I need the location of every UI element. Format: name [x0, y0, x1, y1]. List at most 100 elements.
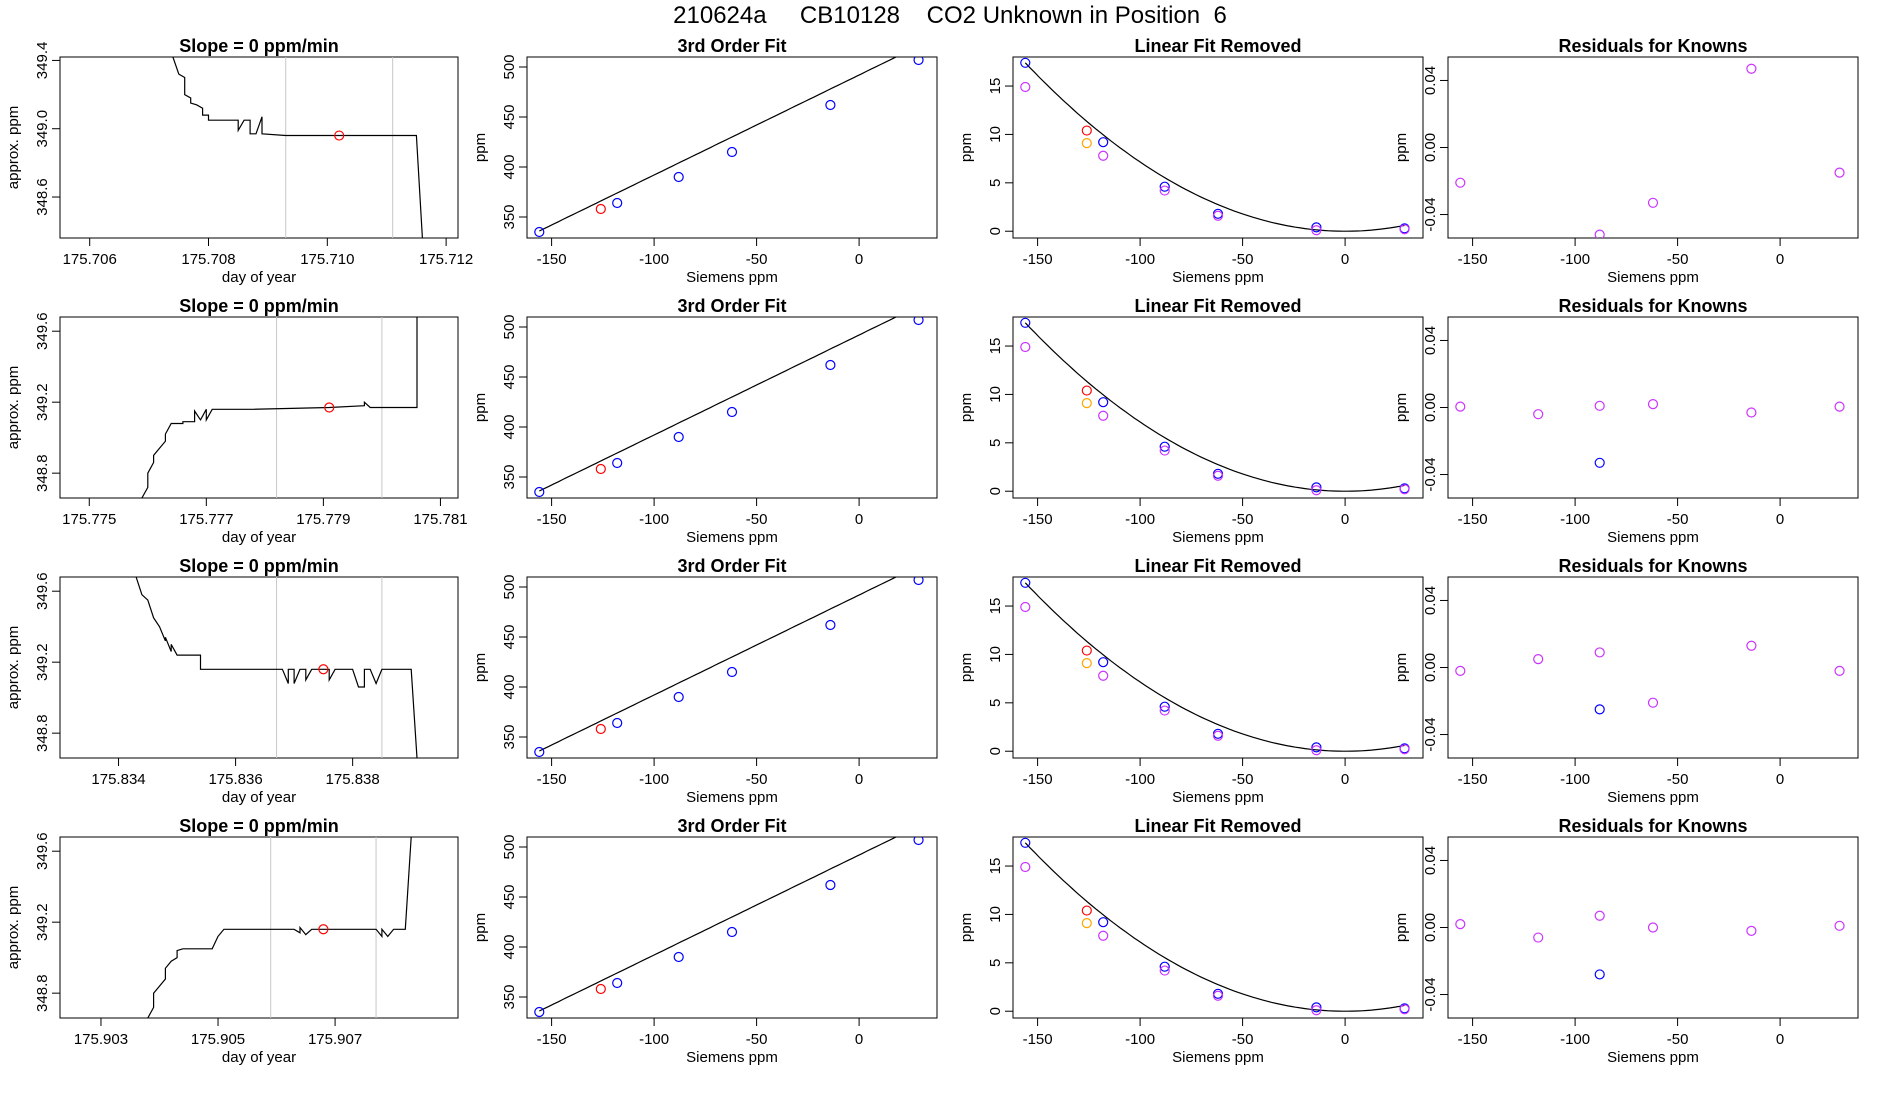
- panel-r1c3-xlabel: Siemens ppm: [1172, 269, 1264, 286]
- panel-r1c3-xtick-label: -100: [1125, 251, 1155, 268]
- panel-r4c2-xtick-label: -100: [639, 1031, 669, 1048]
- panel-r3c2-ytick-label: 400: [501, 674, 518, 699]
- panel-r3c3-point: [1399, 744, 1410, 755]
- panel-r3c3-point: [1020, 601, 1031, 613]
- panel-r1c2: 3rd Order Fit -150 -100 -50 0 Siemens ppm 350 4…: [472, 36, 938, 286]
- panel-r3c1: Slope = 0 ppm/min 175.834 175.836 175.838 da…: [5, 556, 459, 806]
- panel-r4c2-point: [825, 879, 836, 891]
- panel-r1c2-xtick-label: -100: [639, 251, 669, 268]
- panel-r2c4-ytick-label: -0.04: [1422, 457, 1439, 491]
- panel-r2c2-point: [913, 317, 924, 326]
- panel-r1c3-ytick-label: 10: [987, 126, 1004, 143]
- panel-r1c3-xtick-label: 0: [1341, 251, 1349, 268]
- panel-r2c2-point: [595, 463, 606, 475]
- panel-r2c4-point: [1594, 400, 1605, 411]
- panel-r3c1-xlabel: day of year: [222, 789, 296, 806]
- panel-r1c4-xtick-label: -50: [1667, 251, 1689, 268]
- panel-r1c1-ylabel: approx. ppm: [5, 106, 22, 189]
- panel-r4c2-fit-curve: [539, 837, 898, 1012]
- panel-r4c3-xlabel: Siemens ppm: [1172, 1049, 1264, 1066]
- panel-r2c3-point: [1159, 441, 1170, 452]
- panel-r2c4-title: Residuals for Knowns: [1558, 296, 1747, 316]
- panel-r1c3-point: [1311, 222, 1322, 233]
- panel-r3c4-frame: [1447, 576, 1859, 759]
- panel-r2c3-point: [1311, 482, 1322, 493]
- panel-r3c2-xtick-label: 0: [855, 771, 863, 788]
- panel-r3c3-fit-curve: [1024, 582, 1405, 752]
- panel-r1c3-ytick-label: 0: [987, 227, 1004, 235]
- panel-r3c4-point: [1533, 654, 1544, 665]
- panel-r3c3-ylabel: ppm: [958, 653, 975, 682]
- panel-r1c4-point: [1746, 63, 1757, 74]
- panel-r4c4-xtick-label: -50: [1667, 1031, 1689, 1048]
- panel-r3c2-frame: [526, 576, 938, 759]
- panel-r4c4-point: [1594, 969, 1605, 980]
- panel-r2c1-xtick-label: 175.775: [62, 511, 116, 528]
- panel-r3c3-point: [1311, 742, 1322, 753]
- panel-r4c1-xtick-label: 175.905: [191, 1031, 245, 1048]
- panel-r2c2-point: [534, 486, 545, 498]
- panel-r1c2-point: [913, 57, 924, 66]
- panel-r3c4-point: [1594, 647, 1605, 658]
- panel-r4c3-ytick-label: 5: [987, 959, 1004, 967]
- panel-r4c3-point: [1098, 930, 1109, 941]
- panel-r3c3-point: [1098, 670, 1109, 681]
- panel-r3c2-point: [595, 723, 606, 735]
- panel-r3c1-ytick-label: 349.6: [34, 572, 51, 610]
- panel-r4c4-xtick-label: -150: [1458, 1031, 1488, 1048]
- panel-r1c4-point: [1594, 229, 1605, 238]
- panel-r4c2-xtick-label: -50: [746, 1031, 768, 1048]
- panel-r4c2-point: [726, 926, 738, 938]
- panel-r3c3-xtick-label: -50: [1232, 771, 1254, 788]
- panel-r1c1-xtick-label: 175.706: [63, 251, 117, 268]
- panel-r3c4-xtick-label: 0: [1776, 771, 1784, 788]
- panel-r1c3-point: [1020, 57, 1031, 68]
- panel-r4c1-xtick-label: 175.907: [308, 1031, 362, 1048]
- panel-r4c3-point: [1020, 861, 1031, 873]
- panel-r4c3-frame: [1012, 836, 1424, 1019]
- panel-r1c3-xtick-label: -150: [1023, 251, 1053, 268]
- panel-r3c3-point: [1081, 658, 1092, 669]
- panel-r2c3-point: [1212, 470, 1224, 481]
- panel-r2c3-ylabel: ppm: [958, 393, 975, 422]
- panel-r3c3-xlabel: Siemens ppm: [1172, 789, 1264, 806]
- panel-r2c4-ytick-label: 0.00: [1422, 393, 1439, 422]
- panel-r3c4-ytick-label: -0.04: [1422, 717, 1439, 751]
- panel-r1c3-ytick-label: 5: [987, 179, 1004, 187]
- panel-r4c2-point: [913, 837, 924, 846]
- panel-r2c4-ytick-label: 0.04: [1422, 326, 1439, 355]
- panel-r2c1-xtick-label: 175.779: [296, 511, 350, 528]
- panel-r2c4-point: [1834, 401, 1845, 412]
- panel-r3c2-point: [825, 619, 836, 631]
- panel-r3c3-ytick-label: 15: [987, 598, 1004, 615]
- panel-r3c1-ytick-label: 349.2: [34, 643, 51, 681]
- panel-r3c2-ylabel: ppm: [472, 653, 489, 682]
- panel-r4c3-fit-curve: [1024, 842, 1405, 1012]
- panel-r4c2-frame: [526, 836, 938, 1019]
- panel-r2c3-point: [1399, 484, 1410, 495]
- panel-r3c4: Residuals for Knowns -150 -100 -50 0 Siemens …: [1393, 556, 1859, 806]
- panel-r4c3-point: [1159, 965, 1170, 976]
- panel-r2c3-point: [1098, 397, 1109, 408]
- panel-r2c3-xtick-label: -150: [1023, 511, 1053, 528]
- panel-r1c4-frame: [1447, 56, 1859, 239]
- panel-r3c2-xlabel: Siemens ppm: [686, 789, 778, 806]
- panel-r3c4-point: [1746, 640, 1757, 651]
- panel-r2c2: 3rd Order Fit -150 -100 -50 0 Siemens ppm 350 4…: [472, 296, 938, 546]
- panel-r3c1-title: Slope = 0 ppm/min: [179, 556, 339, 576]
- panel-r4c4-title: Residuals for Knowns: [1558, 816, 1747, 836]
- panel-r3c3-point: [1098, 657, 1109, 668]
- panel-r3c3-frame: [1012, 576, 1424, 759]
- panel-r1c3-point: [1311, 225, 1322, 236]
- panel-r4c3-xtick-label: -100: [1125, 1031, 1155, 1048]
- panel-r1c4-ytick-label: 0.00: [1422, 133, 1439, 162]
- panel-r2c4-point: [1594, 457, 1605, 468]
- panel-r3c4-ytick-label: 0.00: [1422, 653, 1439, 682]
- panel-r2c3-title: Linear Fit Removed: [1134, 296, 1301, 316]
- panel-r2c4-xtick-label: 0: [1776, 511, 1784, 528]
- panel-r2c2-xtick-label: -100: [639, 511, 669, 528]
- panel-r4c3-point: [1081, 905, 1092, 916]
- panel-r2c2-ytick-label: 450: [501, 364, 518, 389]
- panel-r1c1: Slope = 0 ppm/min 175.706 175.708 175.710 17…: [5, 36, 473, 286]
- panel-r1c4-xtick-label: -100: [1560, 251, 1590, 268]
